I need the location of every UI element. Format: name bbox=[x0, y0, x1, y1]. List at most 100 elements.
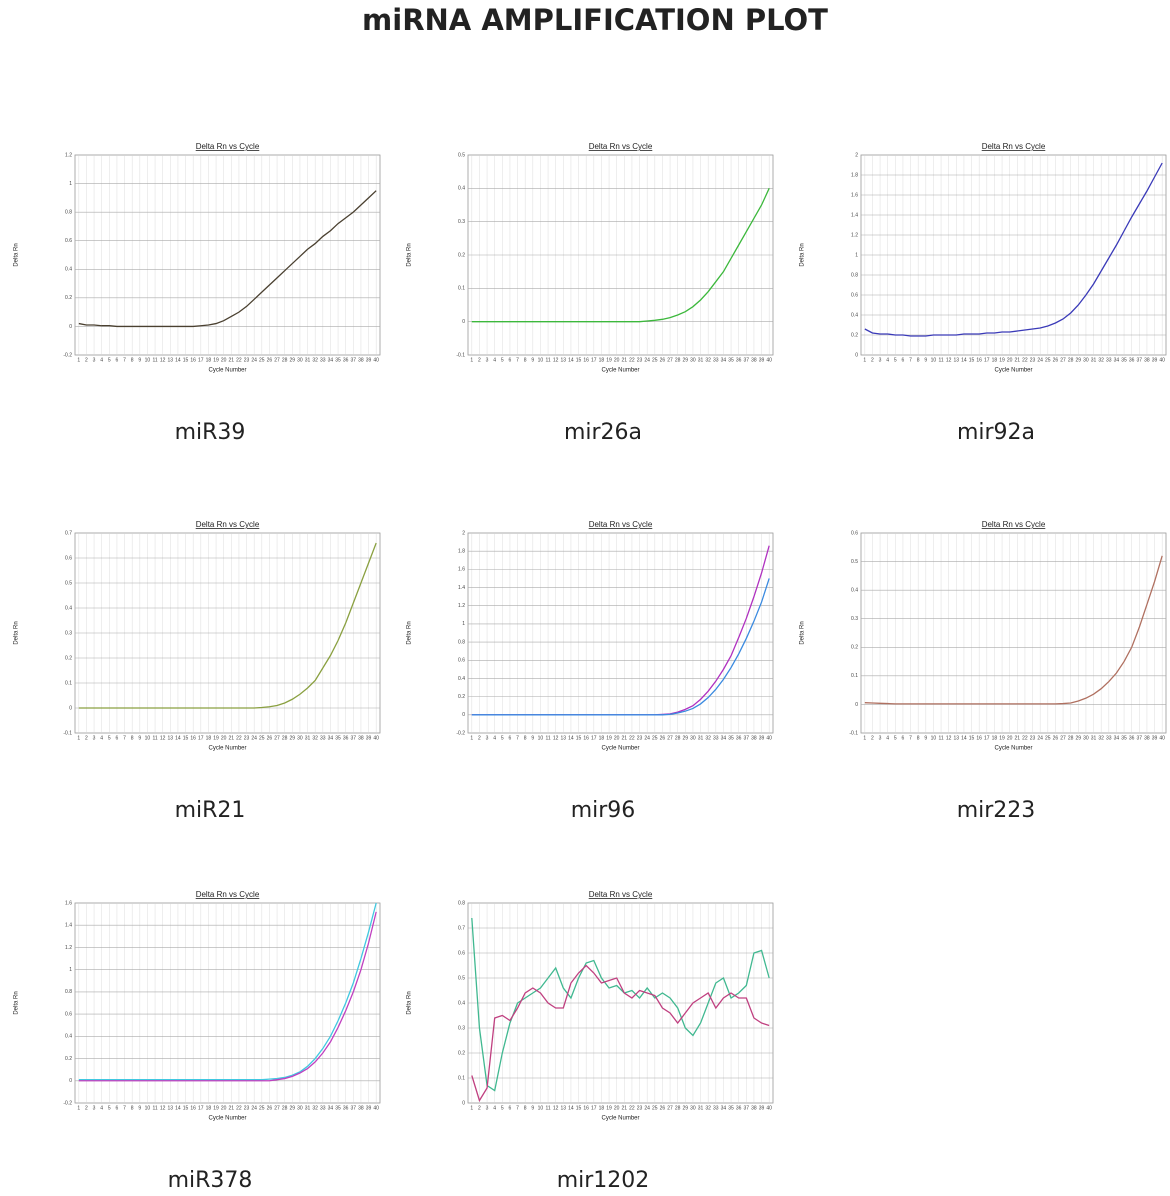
chart-caption: mir26a bbox=[564, 420, 642, 445]
x-tick-label: 26 bbox=[660, 357, 666, 363]
y-tick-label: 0.2 bbox=[851, 332, 858, 338]
x-tick-label: 32 bbox=[1098, 357, 1104, 363]
y-tick-label: 0.8 bbox=[851, 272, 858, 278]
x-tick-label: 23 bbox=[244, 357, 250, 363]
plot-area bbox=[74, 902, 381, 1104]
x-tick-label: 39 bbox=[759, 735, 765, 741]
x-tick-label: 34 bbox=[721, 1105, 727, 1111]
x-tick-label: 29 bbox=[1076, 357, 1082, 363]
x-tick-label: 39 bbox=[1152, 735, 1158, 741]
x-tick-label: 30 bbox=[297, 735, 303, 741]
x-tick-label: 37 bbox=[1137, 735, 1143, 741]
y-tick-label: 0.6 bbox=[851, 292, 858, 298]
x-tick-label: 29 bbox=[683, 357, 689, 363]
y-axis-label: Delta Rn bbox=[800, 243, 806, 266]
x-tick-label: 7 bbox=[516, 357, 519, 363]
x-tick-label: 37 bbox=[744, 357, 750, 363]
x-tick-label: 37 bbox=[744, 735, 750, 741]
x-tick-label: 14 bbox=[568, 1105, 574, 1111]
x-tick-label: 24 bbox=[1037, 735, 1043, 741]
x-tick-label: 36 bbox=[736, 735, 742, 741]
x-axis-label: Cycle Number bbox=[601, 746, 639, 752]
y-tick-label: 0.6 bbox=[65, 238, 72, 244]
x-tick-label: 16 bbox=[583, 357, 589, 363]
x-tick-label: 26 bbox=[1053, 735, 1059, 741]
y-tick-label: 0.1 bbox=[851, 673, 858, 679]
x-axis-label: Cycle Number bbox=[601, 1116, 639, 1122]
x-tick-label: 19 bbox=[999, 735, 1005, 741]
x-tick-label: 7 bbox=[516, 735, 519, 741]
x-tick-label: 6 bbox=[116, 357, 119, 363]
x-tick-label: 5 bbox=[501, 1105, 504, 1111]
x-tick-label: 39 bbox=[759, 357, 765, 363]
x-tick-label: 35 bbox=[335, 735, 341, 741]
x-tick-label: 18 bbox=[599, 735, 605, 741]
x-tick-label: 13 bbox=[954, 357, 960, 363]
x-tick-label: 13 bbox=[561, 735, 567, 741]
x-tick-label: 17 bbox=[984, 357, 990, 363]
x-tick-label: 33 bbox=[320, 1105, 326, 1111]
x-tick-label: 13 bbox=[561, 1105, 567, 1111]
x-tick-label: 25 bbox=[1045, 357, 1051, 363]
x-tick-label: 25 bbox=[259, 735, 265, 741]
x-tick-label: 9 bbox=[138, 1105, 141, 1111]
data-line bbox=[78, 542, 377, 709]
y-tick-label: 0.6 bbox=[458, 658, 465, 664]
x-tick-label: 24 bbox=[644, 1105, 650, 1111]
page-title: miRNA AMPLIFICATION PLOT bbox=[362, 3, 828, 37]
x-tick-label: 34 bbox=[721, 735, 727, 741]
y-tick-label: 0.2 bbox=[65, 295, 72, 301]
y-tick-label: 1.2 bbox=[65, 152, 72, 158]
x-tick-label: 4 bbox=[493, 1105, 496, 1111]
chart-caption: mir92a bbox=[957, 420, 1035, 445]
x-tick-label: 38 bbox=[1144, 735, 1150, 741]
y-tick-label: 0.7 bbox=[458, 925, 465, 931]
y-tick-label: 1.4 bbox=[851, 212, 858, 218]
x-tick-label: 26 bbox=[267, 357, 273, 363]
y-tick-label: -0.1 bbox=[63, 730, 72, 736]
x-tick-label: 16 bbox=[976, 735, 982, 741]
x-axis-label: Cycle Number bbox=[208, 368, 246, 374]
x-tick-label: 39 bbox=[1152, 357, 1158, 363]
y-tick-label: 0.4 bbox=[458, 1000, 465, 1006]
y-tick-label: 0.2 bbox=[458, 252, 465, 258]
x-tick-label: 9 bbox=[138, 357, 141, 363]
x-tick-label: 31 bbox=[698, 357, 704, 363]
x-tick-label: 29 bbox=[290, 1105, 296, 1111]
data-line bbox=[78, 902, 377, 1081]
x-tick-label: 18 bbox=[992, 357, 998, 363]
y-tick-label: 0 bbox=[69, 324, 72, 330]
x-tick-label: 22 bbox=[236, 735, 242, 741]
x-tick-label: 37 bbox=[351, 1105, 357, 1111]
x-tick-label: 20 bbox=[614, 735, 620, 741]
x-tick-label: 15 bbox=[576, 357, 582, 363]
y-tick-label: 0 bbox=[462, 1100, 465, 1106]
x-tick-label: 21 bbox=[229, 735, 235, 741]
x-tick-label: 26 bbox=[660, 1105, 666, 1111]
x-tick-label: 7 bbox=[123, 357, 126, 363]
x-tick-label: 23 bbox=[1030, 735, 1036, 741]
x-axis-label: Cycle Number bbox=[601, 368, 639, 374]
x-tick-label: 20 bbox=[221, 735, 227, 741]
x-tick-label: 34 bbox=[721, 357, 727, 363]
x-tick-label: 33 bbox=[713, 357, 719, 363]
y-tick-label: -0.2 bbox=[63, 352, 72, 358]
x-tick-label: 26 bbox=[1053, 357, 1059, 363]
y-tick-label: 0.4 bbox=[851, 312, 858, 318]
y-axis-label: Delta Rn bbox=[407, 991, 413, 1014]
y-tick-label: 0.5 bbox=[65, 580, 72, 586]
x-tick-label: 31 bbox=[305, 357, 311, 363]
x-tick-label: 5 bbox=[501, 357, 504, 363]
x-tick-label: 27 bbox=[274, 1105, 280, 1111]
x-tick-label: 21 bbox=[622, 1105, 628, 1111]
x-tick-label: 36 bbox=[736, 1105, 742, 1111]
x-tick-label: 9 bbox=[531, 1105, 534, 1111]
x-tick-label: 21 bbox=[1015, 735, 1021, 741]
x-tick-label: 27 bbox=[1060, 735, 1066, 741]
x-tick-label: 37 bbox=[1137, 357, 1143, 363]
data-line bbox=[78, 190, 377, 328]
x-tick-label: 34 bbox=[328, 1105, 334, 1111]
y-tick-label: 1.2 bbox=[65, 945, 72, 951]
x-tick-label: 5 bbox=[108, 1105, 111, 1111]
x-tick-label: 28 bbox=[1068, 357, 1074, 363]
